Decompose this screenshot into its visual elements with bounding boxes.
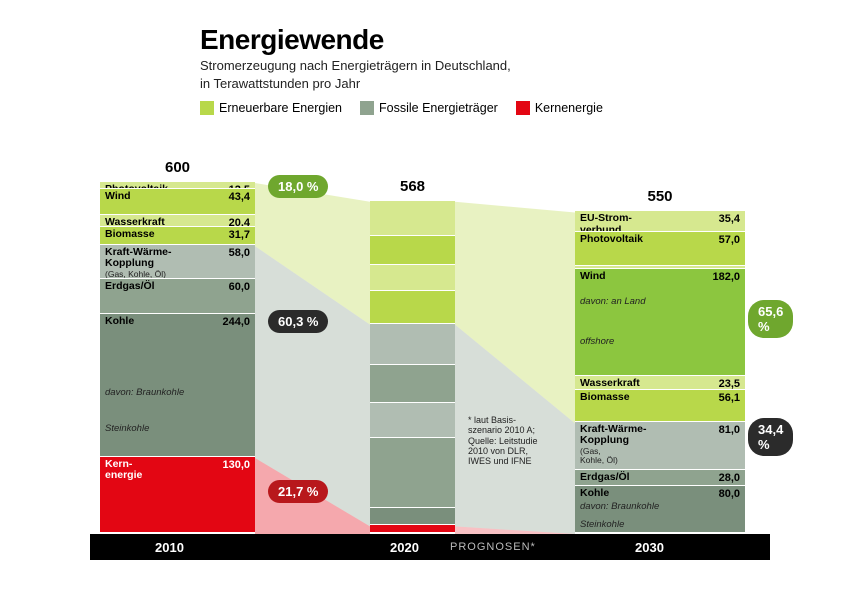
chart-subtitle-2: in Terawattstunden pro Jahr [200, 76, 820, 92]
segment [370, 264, 455, 290]
segment: Biomasse 56,1 [575, 389, 745, 422]
segment-value: 31,7 [229, 229, 250, 241]
segment-note: Steinkohle [105, 424, 149, 434]
segment: Photovoltaik 57,0 [575, 231, 745, 264]
segment-note: davon: Braunkohle [580, 502, 659, 512]
stacked-bar-chart: 2010 2020 2030 PROGNOSEN* 600 Photovoltaik12… [90, 140, 770, 560]
segment-value: 57,0 [719, 234, 740, 246]
segment: Kraft-Wärme- Kopplung(Gas, Kohle, Öl) 81,… [575, 421, 745, 468]
segment-label: Erdgas/Öl [105, 281, 155, 292]
percent-badge: 21,7 % [268, 480, 328, 503]
legend-renewable: Erneuerbare Energien [200, 101, 342, 115]
segment-label: Wasserkraft [580, 378, 640, 389]
percent-badge: 18,0 % [268, 175, 328, 198]
segment-value: 244,0 [222, 316, 250, 328]
segment-value: 130,0 [222, 459, 250, 471]
segment [370, 437, 455, 507]
segment [370, 290, 455, 322]
segment-label: Kern- energie [105, 459, 142, 481]
percent-badge: 65,6 % [748, 300, 793, 338]
segment: Kohle 244,0 davon: Braunkohle Steinkohle [100, 313, 255, 456]
column-2010: 600Photovoltaik12,5Wind43,4Wasserkraft20… [100, 181, 255, 532]
segment [370, 402, 455, 437]
segment: Wasserkraft23,5 [575, 375, 745, 389]
column-2030: 550EU-Strom- verbund35,4Photovoltaik57,0… [575, 210, 745, 532]
segment-label: Kraft-Wärme- Kopplung(Gas, Kohle, Öl) [580, 424, 647, 465]
segment: Erdgas/Öl 60,0 [100, 278, 255, 313]
segment [370, 524, 455, 532]
segment: Erdgas/Öl 28,0 [575, 469, 745, 485]
chart-title: Energiewende [200, 24, 820, 56]
x-tick: 2030 [635, 540, 664, 555]
segment-label: Biomasse [105, 229, 155, 240]
x-tick: 2010 [155, 540, 184, 555]
segment [370, 364, 455, 402]
segment: Wind 43,4 [100, 188, 255, 213]
segment-value: 58,0 [229, 247, 250, 259]
legend-label-renewable: Erneuerbare Energien [219, 102, 342, 115]
segment: Photovoltaik12,5 [100, 181, 255, 188]
segment-label: Kohle [580, 488, 609, 499]
segment: Biomasse 31,7 [100, 226, 255, 245]
segment [370, 323, 455, 364]
segment: Wind 182,0 davon: an Land offshore [575, 268, 745, 374]
column-2020: 568 [370, 200, 455, 532]
segment [370, 235, 455, 264]
segment: Kraft-Wärme- Kopplung(Gas, Kohle, Öl) 58,… [100, 244, 255, 278]
x-axis-prognosen-label: PROGNOSEN* [450, 541, 536, 553]
segment-label: Biomasse [580, 392, 630, 403]
column-total-2010: 600 [100, 159, 255, 176]
segment-value: 35,4 [719, 213, 740, 225]
segment-label: Wind [580, 271, 606, 282]
segment-value: 81,0 [719, 424, 740, 436]
segment-value: 182,0 [712, 271, 740, 283]
segment-value: 43,4 [229, 191, 250, 203]
legend-swatch-fossil [360, 101, 374, 115]
segment-note: Steinkohle [580, 520, 624, 530]
legend-nuclear: Kernenergie [516, 101, 603, 115]
legend-swatch-renewable [200, 101, 214, 115]
segment-note: offshore [580, 337, 614, 347]
legend-label-fossil: Fossile Energieträger [379, 102, 498, 115]
segment-value: 28,0 [719, 472, 740, 484]
source-footnote: * laut Basis- szenario 2010 A; Quelle: L… [468, 415, 543, 467]
segment: Kohle 80,0 davon: Braunkohle Steinkohle [575, 485, 745, 532]
legend-swatch-nuclear [516, 101, 530, 115]
segment-label: Erdgas/Öl [580, 472, 630, 483]
segment [370, 200, 455, 235]
segment-note: davon: an Land [580, 297, 646, 307]
legend-fossil: Fossile Energieträger [360, 101, 498, 115]
segment-label: Kraft-Wärme- Kopplung(Gas, Kohle, Öl) [105, 247, 172, 279]
segment: Wasserkraft20,4 [100, 214, 255, 226]
legend: Erneuerbare Energien Fossile Energieträg… [200, 101, 820, 115]
segment-label: Wind [105, 191, 131, 202]
x-axis: 2010 2020 2030 PROGNOSEN* [90, 534, 770, 560]
percent-badge: 34,4 % [748, 418, 793, 456]
segment-value: 56,1 [719, 392, 740, 404]
legend-label-nuclear: Kernenergie [535, 102, 603, 115]
segment-note: davon: Braunkohle [105, 388, 184, 398]
segment-label: Photovoltaik [580, 234, 643, 245]
column-total-2030: 550 [575, 188, 745, 205]
segment-label: Kohle [105, 316, 134, 327]
segment-value: 80,0 [719, 488, 740, 500]
percent-badge: 60,3 % [268, 310, 328, 333]
segment: Kern- energie 130,0 [100, 456, 255, 532]
segment: EU-Strom- verbund35,4 [575, 210, 745, 231]
chart-subtitle-1: Stromerzeugung nach Energieträgern in De… [200, 58, 820, 74]
x-tick: 2020 [390, 540, 419, 555]
segment [370, 507, 455, 525]
column-total-2020: 568 [370, 178, 455, 195]
segment-value: 60,0 [229, 281, 250, 293]
